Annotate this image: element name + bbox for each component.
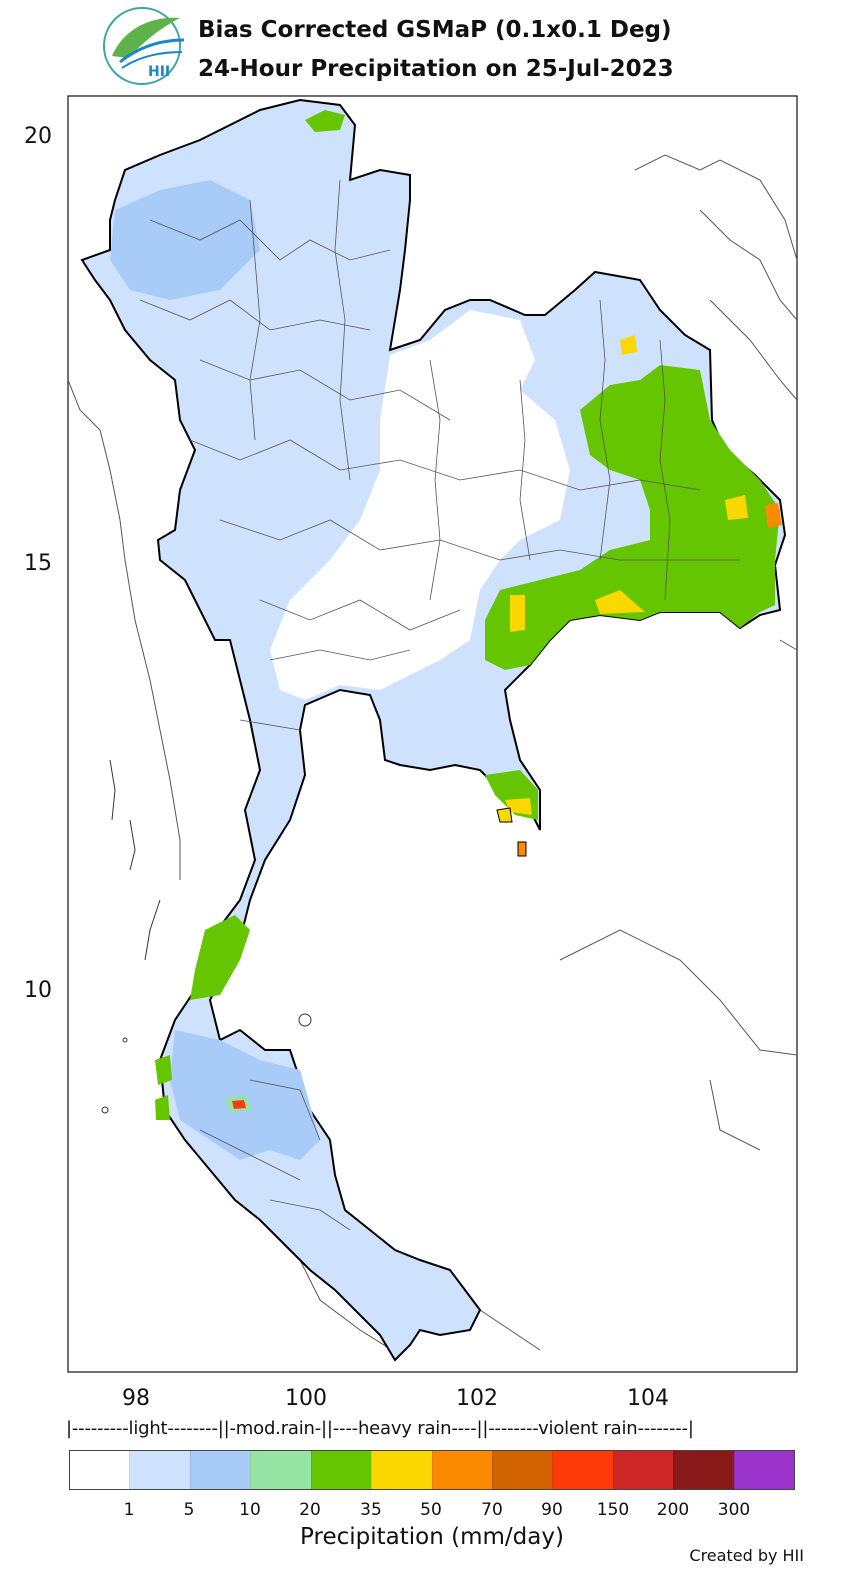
- yellow-patch-3: [725, 495, 748, 520]
- colorbar-title: Precipitation (mm/day): [300, 1524, 564, 1550]
- x-tick-label: 100: [285, 1386, 327, 1411]
- hii-logo: HII: [103, 7, 185, 85]
- map-subtitle: 24-Hour Precipitation on 25-Jul-2023: [198, 56, 674, 82]
- green-south-2: [155, 1095, 170, 1120]
- orange-patch-1: [765, 503, 782, 528]
- no-rain-area: [270, 310, 570, 700]
- colorbar-swatch: [431, 1451, 492, 1489]
- green-north-tip: [305, 110, 345, 132]
- colorbar-swatch: [70, 1451, 130, 1489]
- colorbar-tick-label: 150: [596, 1500, 630, 1520]
- colorbar-swatch: [129, 1451, 190, 1489]
- orange-island: [517, 841, 527, 857]
- red-south-core: [232, 1100, 246, 1109]
- neighbor-borders: [67, 154, 798, 1356]
- colorbar-swatch: [612, 1451, 674, 1489]
- colorbar-tick-label: 70: [481, 1500, 503, 1520]
- north-light-area: [110, 180, 260, 300]
- y-tick-label: 10: [24, 978, 52, 1003]
- yellow-patch-1: [595, 590, 645, 614]
- province-borders: [139, 179, 740, 1231]
- colorbar-swatch: [733, 1451, 795, 1489]
- colorbar-tick-label: 35: [360, 1500, 382, 1520]
- green-west-coast: [190, 915, 250, 1000]
- yellow-patch-2: [510, 595, 525, 632]
- colorbar-tick-label: 300: [717, 1500, 751, 1520]
- colorbar-tick-label: 20: [299, 1500, 321, 1520]
- colorbar-swatch: [552, 1451, 613, 1489]
- y-tick-label: 20: [24, 124, 52, 149]
- colorbar-tick-label: 1: [123, 1500, 135, 1520]
- x-tick-label: 102: [456, 1386, 498, 1411]
- colorbar-tick-label: 50: [420, 1500, 442, 1520]
- x-tick-label: 98: [122, 1386, 150, 1411]
- colorbar-tick-label: 5: [183, 1500, 195, 1520]
- green-east-area: [485, 365, 780, 670]
- yellow-southeast: [505, 798, 532, 815]
- colorbar-swatch: [250, 1451, 311, 1489]
- yellow-island: [496, 807, 513, 823]
- colorbar-tick-label: 90: [541, 1500, 563, 1520]
- svg-text:HII: HII: [148, 64, 170, 80]
- y-tick-label: 15: [24, 551, 52, 576]
- colorbar-tick-label: 200: [656, 1500, 690, 1520]
- colorbar-swatch: [310, 1451, 372, 1489]
- map-title: Bias Corrected GSMaP (0.1x0.1 Deg): [198, 17, 672, 43]
- rain-class-labels: |---------light--------||-mod.rain-||---…: [66, 1418, 694, 1439]
- colorbar-swatch: [371, 1451, 432, 1489]
- thailand-precipitation: [80, 98, 787, 1362]
- yellow-patch-4: [620, 335, 637, 355]
- colorbar-swatch: [491, 1451, 553, 1489]
- colorbar-swatch: [189, 1451, 251, 1489]
- credit-text: Created by HII: [689, 1546, 804, 1565]
- x-tick-label: 104: [627, 1386, 669, 1411]
- colorbar: [69, 1450, 795, 1490]
- colorbar-swatch: [673, 1451, 734, 1489]
- islands: [101, 759, 312, 1114]
- colorbar-tick-label: 10: [239, 1500, 261, 1520]
- green-south-1: [155, 1055, 172, 1085]
